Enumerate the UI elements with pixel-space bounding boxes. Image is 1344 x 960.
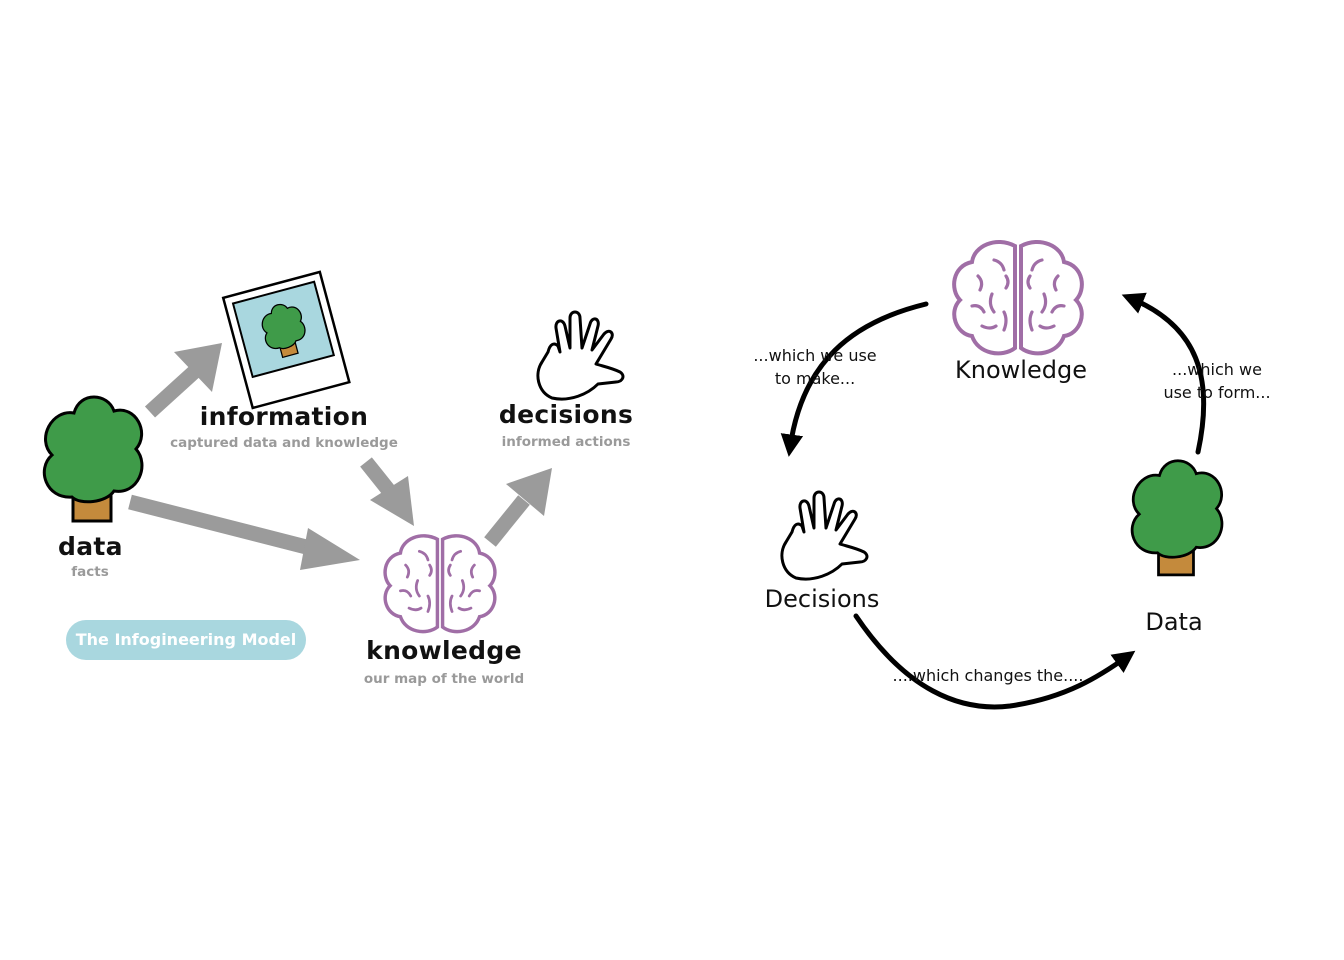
caption-to-make: to make...	[774, 369, 856, 388]
label-knowledge: knowledge	[366, 636, 522, 665]
arrow-knowledge-to-decisions-cycle	[780, 301, 929, 457]
label-information: information	[199, 402, 369, 431]
sub-data: facts	[71, 564, 109, 580]
sub-knowledge: our map of the world	[363, 671, 525, 687]
label-data: data	[58, 532, 123, 561]
hand-icon	[780, 490, 869, 581]
model-title-badge: The Infogineering Model	[66, 620, 306, 660]
arrow-knowledge-to-decisions	[506, 468, 552, 516]
cycle-label-data: Data	[1145, 608, 1203, 636]
caption-which-we-use: ...which we use	[753, 346, 877, 365]
photo-icon	[221, 270, 351, 410]
label-decisions: decisions	[498, 400, 634, 429]
arrow-data-to-knowledge-cycle	[1121, 292, 1207, 455]
tree-icon	[1130, 459, 1224, 577]
arrow-data-to-knowledge	[300, 528, 360, 570]
model-arrows	[128, 343, 552, 570]
caption-use-to-form: use to form...	[1163, 383, 1271, 402]
arrow-decisions-to-data-cycle	[853, 613, 1136, 710]
cycle-label-knowledge: Knowledge	[955, 356, 1087, 384]
hand-icon	[536, 310, 625, 401]
tree-icon	[42, 395, 144, 523]
sub-information: captured data and knowledge	[170, 435, 398, 451]
cycle-arrows	[780, 292, 1207, 710]
arrow-information-to-knowledge	[370, 476, 414, 526]
caption-which-we: ...which we	[1172, 360, 1262, 379]
arrow-data-to-information	[174, 343, 222, 392]
cycle-label-decisions: Decisions	[764, 585, 880, 613]
sub-decisions: informed actions	[501, 434, 631, 450]
caption-which-changes: ....which changes the....	[892, 666, 1084, 685]
brain-icon	[952, 239, 1084, 356]
brain-icon	[383, 534, 497, 634]
